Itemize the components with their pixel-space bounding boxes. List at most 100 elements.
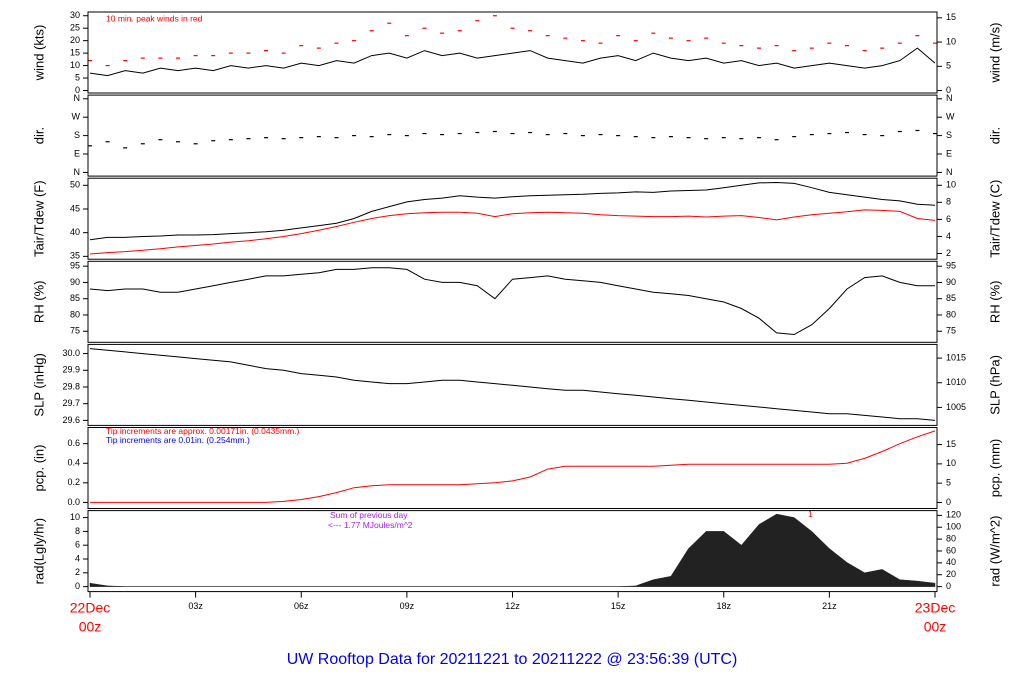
y-tick-label: 29.6 [62, 415, 80, 425]
y2-tick-label: 15 [946, 439, 956, 449]
y-tick-label: 29.9 [62, 365, 80, 375]
y-tick-label: 30.0 [62, 348, 80, 358]
annotation: 1 [808, 509, 813, 519]
y-tick-label: 4 [75, 553, 80, 563]
y-tick-label: 0 [75, 85, 80, 95]
y2-tick-label: 10 [946, 36, 956, 46]
y-axis-label: rad(Lgly/hr) [31, 518, 46, 584]
y2-tick-label: 5 [946, 478, 951, 488]
y-tick-label: 50 [70, 180, 80, 190]
y-tick-label: 30 [70, 10, 80, 20]
y2-tick-label: 100 [946, 522, 961, 532]
annotation: Tip increments are approx. 0.00171in. (0… [106, 426, 300, 436]
x-tick-label: 15z [611, 601, 626, 611]
y-axis-label: Tair/Tdew (F) [31, 180, 46, 257]
y2-tick-label: 6 [946, 214, 951, 224]
y-tick-label: 95 [70, 261, 80, 271]
x-tick-label: 12z [505, 601, 520, 611]
y-tick-label: 25 [70, 23, 80, 33]
y2-tick-label: 80 [946, 309, 956, 319]
data-area [89, 513, 936, 587]
y-tick-label: 2 [75, 567, 80, 577]
panel-frame [87, 427, 938, 509]
data-line [89, 348, 936, 421]
y2-tick-label: 0 [946, 581, 951, 591]
data-line [89, 47, 936, 77]
y-tick-label: N [74, 93, 81, 103]
y-tick-label: 6 [75, 540, 80, 550]
y2-tick-label: N [946, 167, 953, 177]
y2-tick-label: 60 [946, 545, 956, 555]
y2-tick-label: 5 [946, 61, 951, 71]
x-tick-label: 09z [400, 601, 415, 611]
y-tick-label: E [74, 148, 80, 158]
y2-tick-label: 8 [946, 197, 951, 207]
y-tick-label: 20 [70, 35, 80, 45]
y-tick-label: 45 [70, 203, 80, 213]
y-tick-label: 40 [70, 227, 80, 237]
y2-tick-label: 1010 [946, 377, 966, 387]
y2-tick-label: 2 [946, 248, 951, 258]
y-tick-label: 29.8 [62, 381, 80, 391]
y2-tick-label: 0 [946, 497, 951, 507]
y-axis-label: dir. [31, 127, 46, 144]
x-tick-label: 00z [924, 618, 947, 634]
y2-tick-label: 80 [946, 533, 956, 543]
y2-tick-label: 0 [946, 85, 951, 95]
chart-title: UW Rooftop Data for 20211221 to 20211222… [287, 651, 738, 668]
y2-axis-label: wind (m/s) [987, 23, 1002, 84]
y2-tick-label: 85 [946, 293, 956, 303]
y2-tick-label: 90 [946, 277, 956, 287]
y2-tick-label: S [946, 130, 952, 140]
y-tick-label: 0.0 [67, 497, 80, 507]
y2-tick-label: 20 [946, 569, 956, 579]
y-tick-label: 15 [70, 47, 80, 57]
y-tick-label: 8 [75, 526, 80, 536]
y2-axis-label: Tair/Tdew (C) [987, 180, 1002, 258]
y-tick-label: 90 [70, 277, 80, 287]
data-line [89, 209, 936, 255]
y2-tick-label: W [946, 112, 955, 122]
y2-tick-label: 10 [946, 458, 956, 468]
annotation: 10 min. peak winds in red [106, 13, 203, 23]
y2-tick-label: 1005 [946, 402, 966, 412]
y2-tick-label: 120 [946, 510, 961, 520]
y2-tick-label: 40 [946, 557, 956, 567]
y-tick-label: N [74, 167, 81, 177]
x-tick-label: 00z [79, 618, 102, 634]
y2-axis-label: pcp. (mm) [987, 439, 1002, 498]
y-tick-label: 0.6 [67, 438, 80, 448]
y-tick-label: 0.4 [67, 458, 80, 468]
y-tick-label: 5 [75, 72, 80, 82]
y-tick-label: 0.2 [67, 477, 80, 487]
y-tick-label: W [72, 112, 81, 122]
panel-frame [87, 94, 938, 177]
y-tick-label: 80 [70, 309, 80, 319]
y-axis-label: SLP (inHg) [31, 353, 46, 416]
annotation: Sum of previous day [330, 510, 408, 520]
y2-axis-label: dir. [987, 127, 1002, 144]
y2-axis-label: rad (W/m^2) [987, 516, 1002, 587]
y-tick-label: 10 [70, 512, 80, 522]
x-tick-label: 03z [188, 601, 203, 611]
y2-tick-label: 95 [946, 261, 956, 271]
y2-tick-label: 15 [946, 12, 956, 22]
x-tick-date: 23Dec [915, 599, 955, 615]
panel-frame [87, 260, 938, 343]
y-axis-label: pcp. (in) [31, 445, 46, 492]
panel-frame [87, 177, 938, 260]
x-tick-label: 21z [822, 601, 837, 611]
y-axis-label: wind (kts) [31, 25, 46, 82]
panel-frame [87, 343, 938, 426]
y-tick-label: 10 [70, 60, 80, 70]
y-tick-label: 75 [70, 326, 80, 336]
annotation: <--- 1.77 MJoules/m^2 [328, 520, 413, 530]
panel-frame [87, 11, 938, 94]
y-tick-label: 35 [70, 251, 80, 261]
y2-tick-label: 1015 [946, 352, 966, 362]
data-line [89, 181, 936, 241]
x-tick-date: 22Dec [70, 599, 110, 615]
y-tick-label: S [74, 130, 80, 140]
y-axis-label: RH (%) [31, 280, 46, 323]
